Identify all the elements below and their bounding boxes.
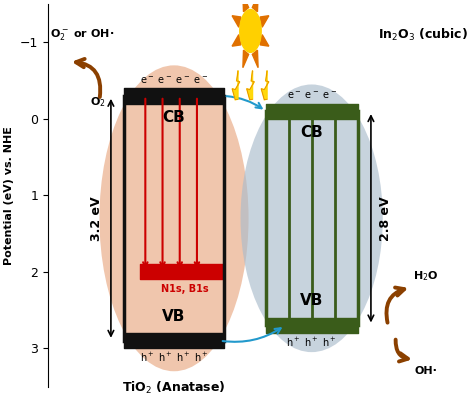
Text: VB: VB	[300, 293, 323, 308]
Polygon shape	[246, 71, 254, 100]
Text: VB: VB	[162, 309, 186, 324]
Text: e$^-$ e$^-$ e$^-$ e$^-$: e$^-$ e$^-$ e$^-$ e$^-$	[140, 75, 208, 86]
Text: 3.2 eV: 3.2 eV	[90, 196, 103, 241]
Text: CB: CB	[163, 110, 185, 125]
Text: N1s, B1s: N1s, B1s	[161, 284, 209, 294]
Ellipse shape	[100, 65, 248, 371]
Text: h$^+$ h$^+$ h$^+$: h$^+$ h$^+$ h$^+$	[286, 336, 337, 349]
Text: e$^-$ e$^-$ e$^-$: e$^-$ e$^-$ e$^-$	[287, 90, 337, 102]
Polygon shape	[252, 50, 258, 68]
Polygon shape	[232, 71, 240, 100]
Text: TiO$_2$ (Anatase): TiO$_2$ (Anatase)	[122, 380, 226, 396]
Text: O$_2$: O$_2$	[90, 95, 105, 109]
Text: H$_2$O: H$_2$O	[413, 269, 438, 282]
Ellipse shape	[240, 84, 383, 352]
Polygon shape	[243, 50, 249, 68]
Text: OH·: OH·	[415, 366, 438, 376]
Text: h$^+$ h$^+$ h$^+$ h$^+$: h$^+$ h$^+$ h$^+$ h$^+$	[140, 351, 209, 364]
Polygon shape	[243, 0, 249, 12]
Text: CB: CB	[301, 125, 323, 140]
Text: O$_2^-$ or OH·: O$_2^-$ or OH·	[50, 27, 114, 42]
Polygon shape	[261, 71, 269, 100]
Polygon shape	[260, 16, 269, 27]
Polygon shape	[232, 16, 241, 27]
Polygon shape	[260, 35, 269, 46]
Circle shape	[240, 10, 261, 52]
Text: In$_2$O$_3$ (cubic): In$_2$O$_3$ (cubic)	[377, 27, 467, 43]
Polygon shape	[252, 0, 258, 12]
Polygon shape	[232, 35, 241, 46]
Text: 2.8 eV: 2.8 eV	[379, 196, 392, 241]
Y-axis label: Potential (eV) vs. NHE: Potential (eV) vs. NHE	[4, 126, 14, 265]
